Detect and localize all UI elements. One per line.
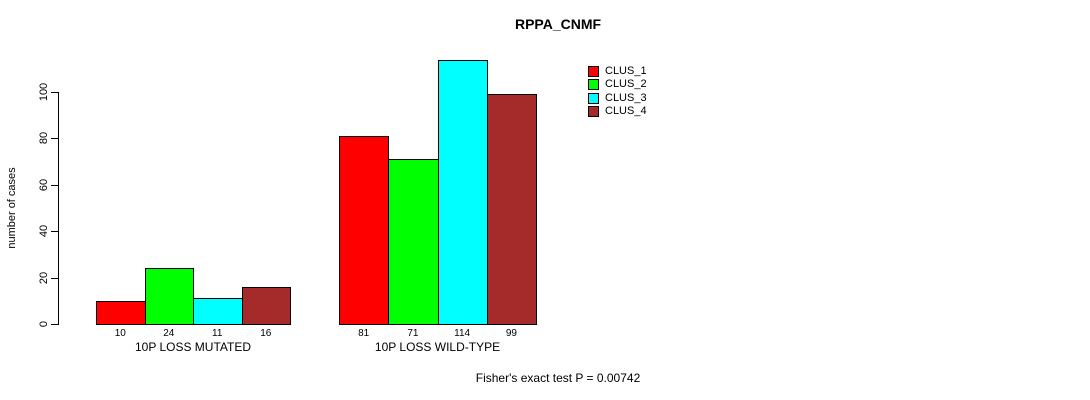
legend-label-clus_1: CLUS_1 xyxy=(605,65,647,77)
y-tick-label: 60 xyxy=(38,178,50,191)
bar-clus_1-group2 xyxy=(339,136,390,325)
bar-clus_1-group1 xyxy=(96,300,146,325)
bar-value-label: 81 xyxy=(358,328,370,339)
legend-swatch-clus_1 xyxy=(588,66,599,77)
bar-clus_2-group1 xyxy=(144,268,194,325)
bar-value-label: 114 xyxy=(454,328,471,339)
y-axis-title: number of cases xyxy=(6,167,18,249)
y-tick-label: 20 xyxy=(38,271,50,284)
bar-value-label: 11 xyxy=(212,328,223,339)
bar-value-label: 99 xyxy=(505,328,517,339)
y-tick-mark xyxy=(51,138,58,140)
bar-clus_4-group1 xyxy=(241,286,291,325)
x-category-label: 10P LOSS MUTATED xyxy=(134,340,252,354)
x-category-label: 10P LOSS WILD-TYPE xyxy=(374,340,501,354)
legend-swatch-clus_2 xyxy=(588,79,599,91)
y-tick-label: 40 xyxy=(38,225,50,238)
legend-label-clus_4: CLUS_4 xyxy=(605,105,647,118)
legend-label-clus_2: CLUS_2 xyxy=(605,78,647,91)
bar-value-label: 71 xyxy=(407,328,419,339)
bar-clus_2-group2 xyxy=(388,159,439,325)
bar-clus_4-group2 xyxy=(486,94,537,325)
y-tick-mark xyxy=(51,184,58,186)
y-tick-mark xyxy=(51,324,58,325)
y-tick-mark xyxy=(51,92,58,93)
bar-clus_3-group2 xyxy=(437,59,488,325)
bar-value-label: 24 xyxy=(163,328,175,339)
y-tick-mark xyxy=(51,277,58,279)
bar-value-label: 10 xyxy=(114,328,126,339)
y-tick-label: 80 xyxy=(38,132,50,145)
bar-value-label: 16 xyxy=(260,328,272,339)
legend-label-clus_3: CLUS_3 xyxy=(605,91,647,104)
chart-title: RPPA_CNMF xyxy=(514,16,602,32)
bar-clus_3-group1 xyxy=(193,298,243,325)
y-axis-line xyxy=(58,92,59,325)
legend-swatch-clus_4 xyxy=(588,106,599,118)
y-tick-label: 100 xyxy=(38,82,50,102)
y-tick-mark xyxy=(51,231,58,233)
legend-swatch-clus_3 xyxy=(588,92,599,104)
fisher-test-annotation: Fisher's exact test P = 0.00742 xyxy=(475,371,641,385)
y-tick-label: 0 xyxy=(38,320,50,328)
